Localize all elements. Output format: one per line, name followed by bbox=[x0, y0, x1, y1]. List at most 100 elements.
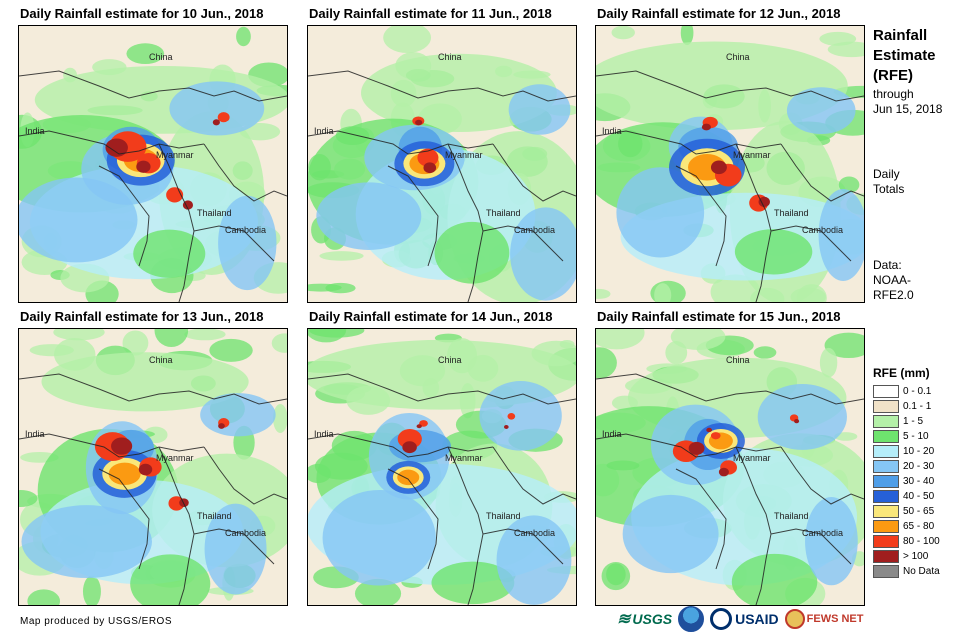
side-data-source: Data: NOAA- RFE2.0 bbox=[873, 258, 914, 303]
legend-swatch bbox=[873, 415, 899, 428]
panel-title: Daily Rainfall estimate for 14 Jun., 201… bbox=[309, 309, 553, 324]
map-label-china: China bbox=[726, 355, 750, 365]
rainfall-map: China India Myanmar Thailand Cambodia bbox=[595, 25, 865, 303]
legend-item: 5 - 10 bbox=[873, 429, 940, 444]
map-label-myanmar: Myanmar bbox=[156, 453, 194, 463]
side-daily-totals: Daily Totals bbox=[873, 167, 904, 197]
legend-swatch bbox=[873, 460, 899, 473]
map-label-thailand: Thailand bbox=[774, 208, 809, 218]
legend-item: 0.1 - 1 bbox=[873, 399, 940, 414]
side-title-line: (RFE) bbox=[873, 67, 913, 84]
legend-label: 80 - 100 bbox=[903, 536, 940, 547]
legend-item: No Data bbox=[873, 564, 940, 579]
legend-item: > 100 bbox=[873, 549, 940, 564]
legend-item: 10 - 20 bbox=[873, 444, 940, 459]
panel-1: Daily Rainfall estimate for 10 Jun., 201… bbox=[18, 6, 308, 306]
rainfall-map: China India Myanmar Thailand Cambodia bbox=[18, 25, 288, 303]
legend-swatch bbox=[873, 505, 899, 518]
map-label-thailand: Thailand bbox=[486, 511, 521, 521]
map-label-cambodia: Cambodia bbox=[802, 528, 844, 538]
map-label-china: China bbox=[438, 52, 462, 62]
legend-rows: 0 - 0.1 0.1 - 1 1 - 5 5 - 10 10 - 20 20 - 30 3… bbox=[873, 384, 940, 579]
usgs-logo: ≋ USGS bbox=[617, 609, 672, 629]
map-label-india: India bbox=[314, 126, 334, 136]
legend-label: 50 - 65 bbox=[903, 506, 935, 517]
legend-label: 0.1 - 1 bbox=[903, 401, 932, 412]
credit-text: Map produced by USGS/EROS bbox=[20, 616, 173, 627]
rainfall-map: China India Myanmar Thailand Cambodia bbox=[307, 25, 577, 303]
map-label-myanmar: Myanmar bbox=[445, 453, 483, 463]
side-daily-line: Daily bbox=[873, 167, 900, 181]
legend-label: No Data bbox=[903, 566, 940, 577]
panel-2: Daily Rainfall estimate for 11 Jun., 201… bbox=[307, 6, 597, 306]
legend-label: > 100 bbox=[903, 551, 929, 562]
side-through-line: through bbox=[873, 87, 914, 101]
panel-title: Daily Rainfall estimate for 12 Jun., 201… bbox=[597, 6, 841, 21]
legend-item: 50 - 65 bbox=[873, 504, 940, 519]
legend-label: 5 - 10 bbox=[903, 431, 929, 442]
map-label-thailand: Thailand bbox=[774, 511, 809, 521]
legend-swatch bbox=[873, 475, 899, 488]
map-label-india: India bbox=[25, 429, 45, 439]
map-label-india: India bbox=[314, 429, 334, 439]
usgs-wave-icon: ≋ bbox=[617, 611, 631, 628]
side-through: through Jun 15, 2018 bbox=[873, 87, 942, 117]
legend-swatch bbox=[873, 385, 899, 398]
map-canvas bbox=[308, 329, 576, 605]
panel-title: Daily Rainfall estimate for 10 Jun., 201… bbox=[20, 6, 264, 21]
legend-swatch bbox=[873, 565, 899, 578]
side-data-line: Data: bbox=[873, 258, 902, 272]
legend-item: 20 - 30 bbox=[873, 459, 940, 474]
fews-logo-text: FEWS NET bbox=[806, 613, 864, 625]
legend-swatch bbox=[873, 535, 899, 548]
legend-item: 65 - 80 bbox=[873, 519, 940, 534]
map-label-china: China bbox=[149, 52, 173, 62]
map-label-myanmar: Myanmar bbox=[733, 150, 771, 160]
legend: RFE (mm) 0 - 0.1 0.1 - 1 1 - 5 5 - 10 10 - 2… bbox=[873, 366, 940, 579]
rainfall-map: China India Myanmar Thailand Cambodia bbox=[18, 328, 288, 606]
legend-label: 40 - 50 bbox=[903, 491, 935, 502]
panel-title: Daily Rainfall estimate for 13 Jun., 201… bbox=[20, 309, 264, 324]
logo-strip: ≋ USGS USAID FEWS NET bbox=[617, 606, 864, 632]
legend-item: 0 - 0.1 bbox=[873, 384, 940, 399]
map-canvas bbox=[19, 26, 287, 302]
side-through-line: Jun 15, 2018 bbox=[873, 102, 943, 116]
map-canvas bbox=[308, 26, 576, 302]
legend-swatch bbox=[873, 490, 899, 503]
panel-5: Daily Rainfall estimate for 14 Jun., 201… bbox=[307, 309, 597, 609]
side-title-line: Estimate bbox=[873, 47, 936, 64]
panel-4: Daily Rainfall estimate for 13 Jun., 201… bbox=[18, 309, 308, 609]
legend-item: 40 - 50 bbox=[873, 489, 940, 504]
legend-label: 30 - 40 bbox=[903, 476, 935, 487]
map-label-india: India bbox=[602, 126, 622, 136]
panel-3: Daily Rainfall estimate for 12 Jun., 201… bbox=[595, 6, 885, 306]
legend-item: 80 - 100 bbox=[873, 534, 940, 549]
map-label-cambodia: Cambodia bbox=[514, 225, 556, 235]
map-label-china: China bbox=[438, 355, 462, 365]
legend-swatch bbox=[873, 445, 899, 458]
map-label-thailand: Thailand bbox=[197, 511, 232, 521]
legend-swatch bbox=[873, 400, 899, 413]
legend-title: RFE (mm) bbox=[873, 366, 930, 380]
noaa-logo-icon bbox=[678, 606, 705, 632]
map-label-cambodia: Cambodia bbox=[514, 528, 556, 538]
map-label-cambodia: Cambodia bbox=[225, 225, 267, 235]
map-label-myanmar: Myanmar bbox=[445, 150, 483, 160]
map-label-myanmar: Myanmar bbox=[156, 150, 194, 160]
side-data-line: RFE2.0 bbox=[873, 288, 914, 302]
side-data-line: NOAA- bbox=[873, 273, 912, 287]
fews-globe-icon bbox=[784, 609, 805, 629]
side-daily-line: Totals bbox=[873, 182, 905, 196]
map-label-china: China bbox=[726, 52, 750, 62]
side-title: Rainfall Estimate (RFE) bbox=[873, 26, 936, 86]
map-canvas bbox=[596, 26, 864, 302]
map-label-cambodia: Cambodia bbox=[225, 528, 267, 538]
legend-item: 1 - 5 bbox=[873, 414, 940, 429]
usaid-logo: USAID bbox=[710, 608, 779, 630]
legend-label: 65 - 80 bbox=[903, 521, 935, 532]
rainfall-map: China India Myanmar Thailand Cambodia bbox=[307, 328, 577, 606]
legend-swatch bbox=[873, 520, 899, 533]
fews-logo: FEWS NET bbox=[784, 609, 864, 629]
rainfall-map: China India Myanmar Thailand Cambodia bbox=[595, 328, 865, 606]
map-label-cambodia: Cambodia bbox=[802, 225, 844, 235]
